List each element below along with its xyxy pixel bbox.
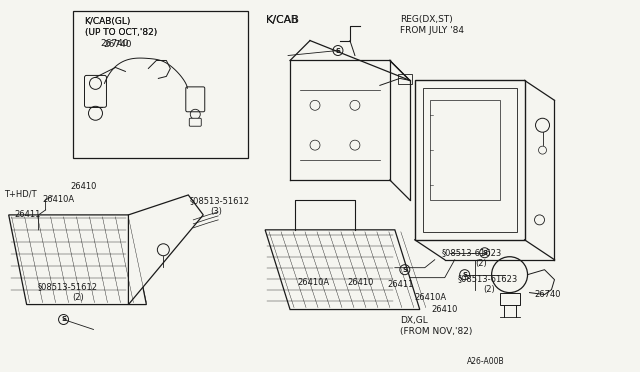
Bar xyxy=(423,89,516,232)
Polygon shape xyxy=(9,215,147,305)
Text: DX,GL: DX,GL xyxy=(400,315,428,324)
Text: S: S xyxy=(335,48,340,54)
Text: 26410: 26410 xyxy=(70,182,97,191)
Text: T+HD/T: T+HD/T xyxy=(4,190,36,199)
Text: A26-A00B: A26-A00B xyxy=(467,357,504,366)
Bar xyxy=(72,11,248,158)
FancyBboxPatch shape xyxy=(84,76,106,107)
Text: 26410: 26410 xyxy=(347,278,373,287)
Text: (3): (3) xyxy=(210,207,222,216)
Text: (UP TO OCT,'82): (UP TO OCT,'82) xyxy=(84,28,157,36)
Text: K/CAB: K/CAB xyxy=(266,15,298,25)
Text: FROM JULY '84: FROM JULY '84 xyxy=(400,26,464,35)
Bar xyxy=(500,293,520,305)
Text: 26411: 26411 xyxy=(388,280,414,289)
Text: 26410A: 26410A xyxy=(415,293,447,302)
Text: 26740: 26740 xyxy=(534,290,561,299)
Text: REG(DX,ST): REG(DX,ST) xyxy=(400,15,452,24)
Text: K/CAB(GL): K/CAB(GL) xyxy=(84,17,131,26)
Text: (FROM NOV,'82): (FROM NOV,'82) xyxy=(400,327,472,336)
Text: (2): (2) xyxy=(484,285,495,294)
Text: §08513-61623: §08513-61623 xyxy=(442,248,502,257)
Text: 26410: 26410 xyxy=(432,305,458,314)
Text: 26740: 26740 xyxy=(104,39,132,49)
Bar xyxy=(398,74,412,84)
Text: S: S xyxy=(403,267,407,273)
Text: (UP TO OCT,'82): (UP TO OCT,'82) xyxy=(84,28,157,36)
Text: S: S xyxy=(61,317,66,323)
Bar xyxy=(430,100,500,200)
Text: (2): (2) xyxy=(476,259,488,268)
FancyBboxPatch shape xyxy=(186,87,205,112)
Polygon shape xyxy=(129,195,204,305)
Bar xyxy=(415,80,525,240)
Polygon shape xyxy=(265,230,420,310)
Text: (2): (2) xyxy=(72,293,84,302)
Text: S: S xyxy=(482,250,487,256)
Text: §08513-51612: §08513-51612 xyxy=(38,282,98,291)
Text: K/CAB(GL): K/CAB(GL) xyxy=(84,17,131,26)
Text: 26410A: 26410A xyxy=(297,278,329,287)
Text: §08513-51612: §08513-51612 xyxy=(189,196,250,205)
Text: S: S xyxy=(462,272,467,278)
Text: 26410A: 26410A xyxy=(43,195,75,204)
Text: §08513-61623: §08513-61623 xyxy=(458,274,518,283)
Text: 26411: 26411 xyxy=(15,210,41,219)
FancyBboxPatch shape xyxy=(189,118,201,126)
Text: K/CAB: K/CAB xyxy=(266,15,300,25)
Text: 26740: 26740 xyxy=(100,39,129,48)
